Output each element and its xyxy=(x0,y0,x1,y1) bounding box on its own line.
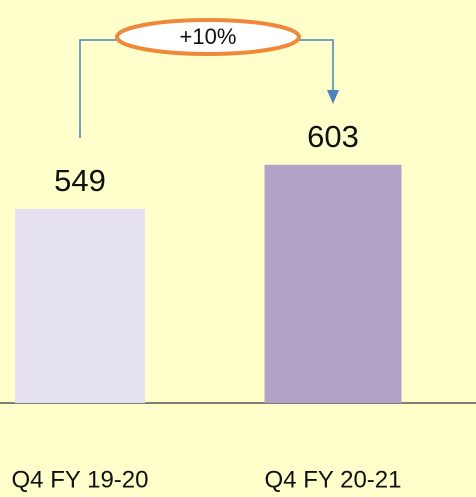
value-label: 549 xyxy=(54,163,106,198)
annotation-connector xyxy=(79,39,334,138)
bar xyxy=(15,208,145,403)
x-tick-label: Q4 FY 20-21 xyxy=(265,466,402,493)
annotation-ellipse xyxy=(115,18,301,56)
connector-left xyxy=(79,39,118,138)
bar xyxy=(264,164,402,403)
x-tick-label: Q4 FY 19-20 xyxy=(12,466,149,493)
arrow-head xyxy=(327,90,339,104)
value-label: 603 xyxy=(307,119,359,154)
annotation-text: +10% xyxy=(180,24,237,49)
connector-right xyxy=(298,39,334,92)
